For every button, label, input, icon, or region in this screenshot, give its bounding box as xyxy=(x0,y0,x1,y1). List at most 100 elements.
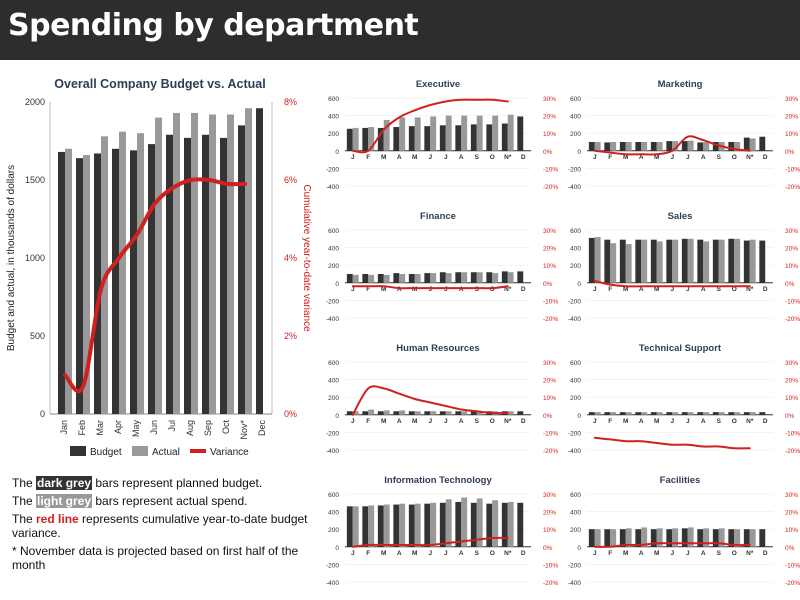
budget-bar xyxy=(759,240,766,283)
y-tick-label: 600 xyxy=(328,360,339,367)
x-tick-label: D xyxy=(521,550,526,557)
y2-tick-label: 30% xyxy=(543,228,556,235)
department-chart: Facilities 600 400 200 0 -200 -400 30% 20% 10% 0% -… xyxy=(568,475,800,587)
budget-bar xyxy=(256,108,263,415)
variance-line xyxy=(351,536,509,548)
department-chart: Finance 600 400 200 0 -200 -400 30% 20% 10% 0% -10%… xyxy=(326,211,558,323)
actual-bar xyxy=(610,412,617,415)
x-tick-label: J xyxy=(444,550,448,557)
budget-bar xyxy=(650,142,657,151)
x-tick-label: M xyxy=(412,286,417,293)
budget-bar xyxy=(604,412,611,415)
budget-bar xyxy=(588,412,595,415)
budget-bar xyxy=(166,134,173,414)
budget-bar xyxy=(712,412,719,415)
y2-axis-title: Cumulative year-to-date variance xyxy=(301,184,312,332)
x-tick-label: F xyxy=(608,550,612,557)
x-tick-label: A xyxy=(701,154,706,161)
actual-bar xyxy=(687,140,694,151)
budget-bar xyxy=(393,411,400,415)
y-tick-label: -400 xyxy=(326,316,339,323)
x-tick-label: D xyxy=(521,286,526,293)
budget-bar xyxy=(346,506,353,547)
y2-tick-label: 0% xyxy=(543,149,553,156)
department-chart-title: Executive xyxy=(416,79,460,90)
actual-bar xyxy=(625,528,632,547)
x-tick-label: J xyxy=(593,286,597,293)
x-tick-label: M xyxy=(654,550,659,557)
actual-bar xyxy=(368,505,375,547)
x-tick-label: Jun xyxy=(149,420,159,435)
budget-bar xyxy=(619,239,626,283)
x-tick-label: A xyxy=(639,418,644,425)
actual-bar xyxy=(703,412,710,415)
x-tick-label: O xyxy=(732,154,737,161)
x-tick-label: N* xyxy=(504,418,512,425)
y2-tick-label: -10% xyxy=(543,166,558,173)
x-tick-label: J xyxy=(351,418,355,425)
budget-bar xyxy=(635,142,642,151)
x-tick-label: M xyxy=(623,286,628,293)
x-tick-label: M xyxy=(381,418,386,425)
budget-bar xyxy=(743,412,750,415)
legend-swatch xyxy=(132,446,148,456)
y-tick-label: -400 xyxy=(326,448,339,455)
y2-tick-label: 30% xyxy=(543,360,556,367)
x-tick-label: O xyxy=(732,550,737,557)
actual-bar xyxy=(734,238,741,283)
x-tick-label: D xyxy=(521,418,526,425)
budget-bar xyxy=(424,503,431,547)
department-chart: Technical Support 600 400 200 0 -200 -400 30% 20… xyxy=(568,343,800,455)
budget-bar xyxy=(346,128,353,151)
actual-bar xyxy=(445,411,452,415)
y2-tick-label: -20% xyxy=(543,184,558,191)
y2-tick-label: 4% xyxy=(284,253,297,263)
actual-bar xyxy=(445,273,452,283)
x-tick-label: A xyxy=(701,550,706,557)
budget-bar xyxy=(393,273,400,283)
actual-bar xyxy=(625,412,632,415)
y2-tick-label: 0% xyxy=(785,413,795,420)
actual-bar xyxy=(83,155,90,414)
x-tick-label: S xyxy=(475,418,480,425)
actual-bar xyxy=(749,138,756,151)
actual-bar xyxy=(656,412,663,415)
x-tick-label: O xyxy=(490,154,495,161)
y2-tick-label: -20% xyxy=(543,580,558,587)
actual-bar xyxy=(703,241,710,283)
budget-bar xyxy=(362,274,369,283)
department-chart: Marketing 600 400 200 0 -200 -400 30% 20% 10% 0% -1… xyxy=(568,79,800,191)
budget-bar xyxy=(377,127,384,151)
department-chart-title: Information Technology xyxy=(384,475,492,486)
y2-tick-label: 10% xyxy=(543,131,556,138)
y-tick-label: 0 xyxy=(40,409,45,419)
x-tick-label: Feb xyxy=(77,420,87,436)
legend-label: Budget xyxy=(90,447,122,458)
y2-tick-label: 30% xyxy=(543,96,556,103)
actual-bar xyxy=(119,131,126,414)
department-chart: Sales 600 400 200 0 -200 -400 30% 20% 10% 0% -10% -2… xyxy=(568,211,800,323)
y-tick-label: 200 xyxy=(570,131,581,138)
budget-bar xyxy=(470,502,477,547)
budget-bar xyxy=(501,123,508,151)
budget-bar xyxy=(635,239,642,283)
actual-bar xyxy=(368,274,375,283)
x-tick-label: N* xyxy=(746,286,754,293)
x-tick-label: M xyxy=(623,550,628,557)
y2-tick-label: 0% xyxy=(785,149,795,156)
budget-bar xyxy=(94,153,101,414)
y2-tick-label: -20% xyxy=(785,580,800,587)
actual-bar xyxy=(414,274,421,283)
actual-bar xyxy=(476,411,483,415)
actual-bar xyxy=(399,503,406,547)
legend-swatch xyxy=(190,449,206,453)
actual-bar xyxy=(672,141,679,151)
y-tick-label: 600 xyxy=(328,228,339,235)
budget-bar xyxy=(486,272,493,283)
budget-bar xyxy=(666,239,673,283)
x-tick-label: A xyxy=(397,154,402,161)
x-tick-label: J xyxy=(444,286,448,293)
actual-bar xyxy=(672,528,679,547)
y2-tick-label: 30% xyxy=(785,228,798,235)
y2-tick-label: 30% xyxy=(785,360,798,367)
